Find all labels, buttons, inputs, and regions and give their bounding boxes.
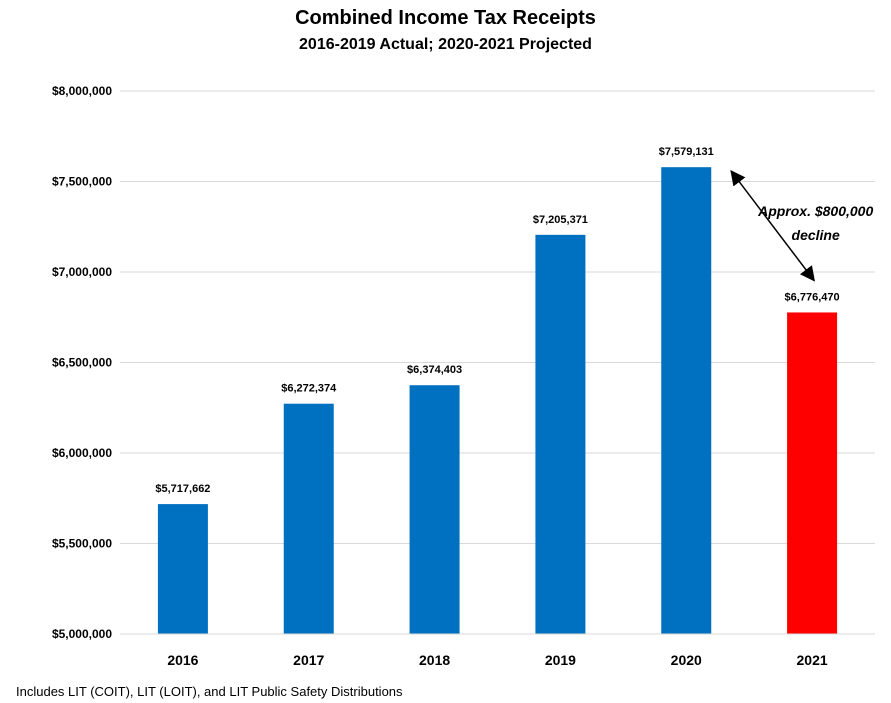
bar-2016 — [157, 504, 208, 634]
data-label: $6,272,374 — [281, 383, 337, 395]
x-tick-label: 2021 — [797, 652, 828, 668]
bar-2019 — [535, 234, 586, 634]
chart-title: Combined Income Tax Receipts — [295, 7, 596, 29]
annotation-text-line1: Approx. $800,000 — [757, 203, 873, 219]
data-label: $7,579,131 — [659, 146, 714, 158]
x-tick-label: 2016 — [167, 652, 198, 668]
x-tick-label: 2020 — [671, 652, 702, 668]
data-label: $5,717,662 — [155, 483, 210, 495]
x-tick-label: 2019 — [545, 652, 576, 668]
y-tick-label: $5,000,000 — [52, 627, 112, 641]
bar-2017 — [283, 403, 334, 634]
chart-subtitle: 2016-2019 Actual; 2020-2021 Projected — [299, 36, 592, 53]
y-tick-label: $7,000,000 — [52, 265, 112, 279]
bar-2021 — [787, 312, 838, 634]
data-label: $6,374,403 — [407, 364, 462, 376]
y-tick-label: $8,000,000 — [52, 84, 112, 98]
data-label: $7,205,371 — [533, 214, 588, 226]
y-tick-label: $5,500,000 — [52, 537, 112, 551]
decline-arrow — [730, 169, 815, 282]
x-tick-label: 2018 — [419, 652, 450, 668]
bar-2020 — [661, 167, 712, 634]
x-tick-label: 2017 — [293, 652, 324, 668]
y-tick-label: $6,500,000 — [52, 356, 112, 370]
y-tick-label: $7,500,000 — [52, 175, 112, 189]
annotation-text-line2: decline — [792, 227, 840, 243]
footnote: Includes LIT (COIT), LIT (LOIT), and LIT… — [16, 684, 403, 699]
bar-2018 — [409, 385, 460, 634]
y-tick-label: $6,000,000 — [52, 446, 112, 460]
data-label: $6,776,470 — [785, 291, 840, 303]
